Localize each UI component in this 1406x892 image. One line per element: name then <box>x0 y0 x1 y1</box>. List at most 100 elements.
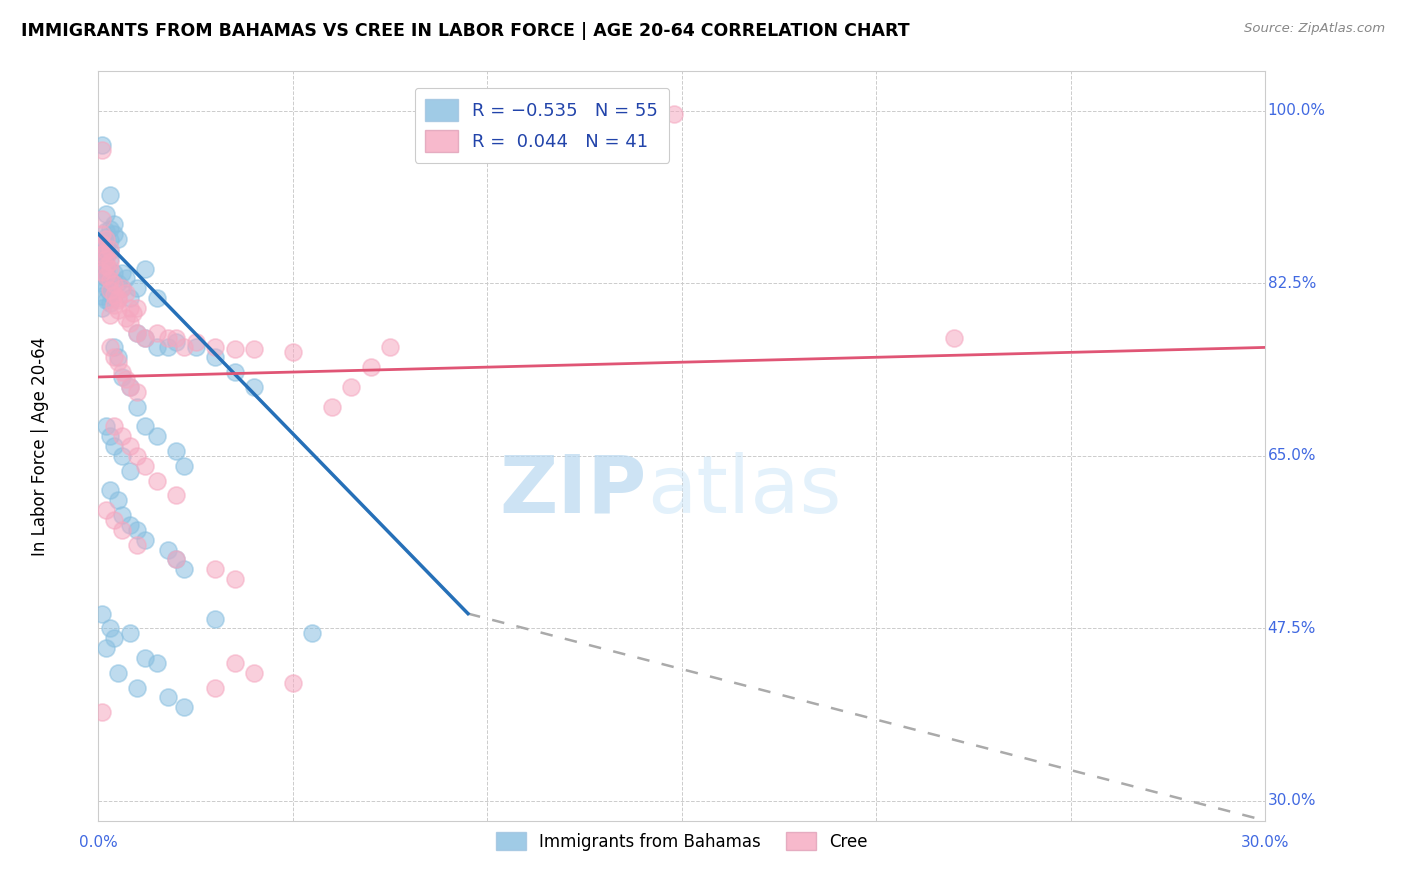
Point <box>103 439 125 453</box>
Point <box>127 326 149 340</box>
Point <box>96 230 118 244</box>
Point <box>107 355 129 369</box>
Point <box>98 621 121 635</box>
Point <box>184 335 207 350</box>
Point <box>98 296 121 310</box>
Point <box>98 340 121 354</box>
Point <box>146 656 169 670</box>
Point <box>134 261 156 276</box>
Text: 30.0%: 30.0% <box>1268 793 1316 808</box>
Point <box>98 244 121 258</box>
Point <box>91 607 114 621</box>
Point <box>157 330 180 344</box>
Point <box>224 343 246 357</box>
Point <box>204 351 226 365</box>
Point <box>127 523 149 537</box>
Point <box>184 340 207 354</box>
Point <box>360 360 382 375</box>
Point <box>91 227 114 241</box>
Point <box>107 277 129 291</box>
Point <box>243 380 266 394</box>
Point <box>98 252 121 266</box>
Point <box>107 291 129 305</box>
Point <box>173 340 195 354</box>
Point <box>96 419 118 434</box>
Point <box>165 488 187 502</box>
Point <box>118 316 141 330</box>
Point <box>165 444 187 458</box>
Point <box>96 258 118 272</box>
Text: 100.0%: 100.0% <box>1268 103 1326 119</box>
Point <box>173 562 195 576</box>
Point <box>111 508 134 522</box>
Point <box>98 429 121 443</box>
Point <box>118 517 141 532</box>
Point <box>103 227 125 241</box>
Point <box>98 483 121 498</box>
Point <box>173 700 195 714</box>
Point <box>118 626 141 640</box>
Point <box>91 267 114 281</box>
Point <box>96 293 118 307</box>
Point <box>103 267 125 281</box>
Point <box>96 259 118 273</box>
Point <box>98 222 121 236</box>
Point <box>165 552 187 566</box>
Point <box>134 533 156 547</box>
Point <box>91 260 114 275</box>
Point <box>380 340 402 354</box>
Point <box>114 372 136 386</box>
Point <box>91 143 114 157</box>
Point <box>114 310 136 325</box>
Point <box>224 656 246 670</box>
Point <box>127 400 149 414</box>
Point <box>127 281 149 295</box>
Point <box>96 240 118 254</box>
Point <box>107 302 129 317</box>
Point <box>96 641 118 656</box>
Point <box>157 340 180 354</box>
Point <box>118 464 141 478</box>
Point <box>122 306 145 320</box>
Point <box>96 232 118 246</box>
Point <box>134 651 156 665</box>
Text: atlas: atlas <box>647 452 841 530</box>
Point <box>91 705 114 719</box>
Point <box>107 493 129 508</box>
Point <box>111 449 134 463</box>
Point <box>111 370 134 384</box>
Point <box>103 277 125 292</box>
Point <box>98 242 121 256</box>
Point <box>157 690 180 705</box>
Point <box>165 330 187 344</box>
Point <box>281 345 304 359</box>
Point <box>165 335 187 350</box>
Point <box>127 449 149 463</box>
Point <box>146 291 169 305</box>
Point <box>98 233 121 247</box>
Point <box>91 246 114 260</box>
Point <box>107 665 129 680</box>
Point <box>91 236 114 251</box>
Point <box>98 254 121 268</box>
Point <box>146 340 169 354</box>
Point <box>91 245 114 260</box>
Point <box>118 439 141 453</box>
Point <box>91 289 114 303</box>
Point <box>91 138 114 153</box>
Point <box>340 380 363 394</box>
Point <box>243 343 266 357</box>
Point <box>173 458 195 473</box>
Point <box>118 380 141 394</box>
Point <box>301 626 323 640</box>
Point <box>103 288 125 302</box>
Point <box>114 286 136 301</box>
Point <box>134 330 156 344</box>
Point <box>103 298 125 312</box>
Point <box>224 365 246 379</box>
Point <box>96 503 118 517</box>
Point <box>127 538 149 552</box>
Text: ZIP: ZIP <box>499 452 647 530</box>
Point <box>243 665 266 680</box>
Point <box>96 269 118 284</box>
